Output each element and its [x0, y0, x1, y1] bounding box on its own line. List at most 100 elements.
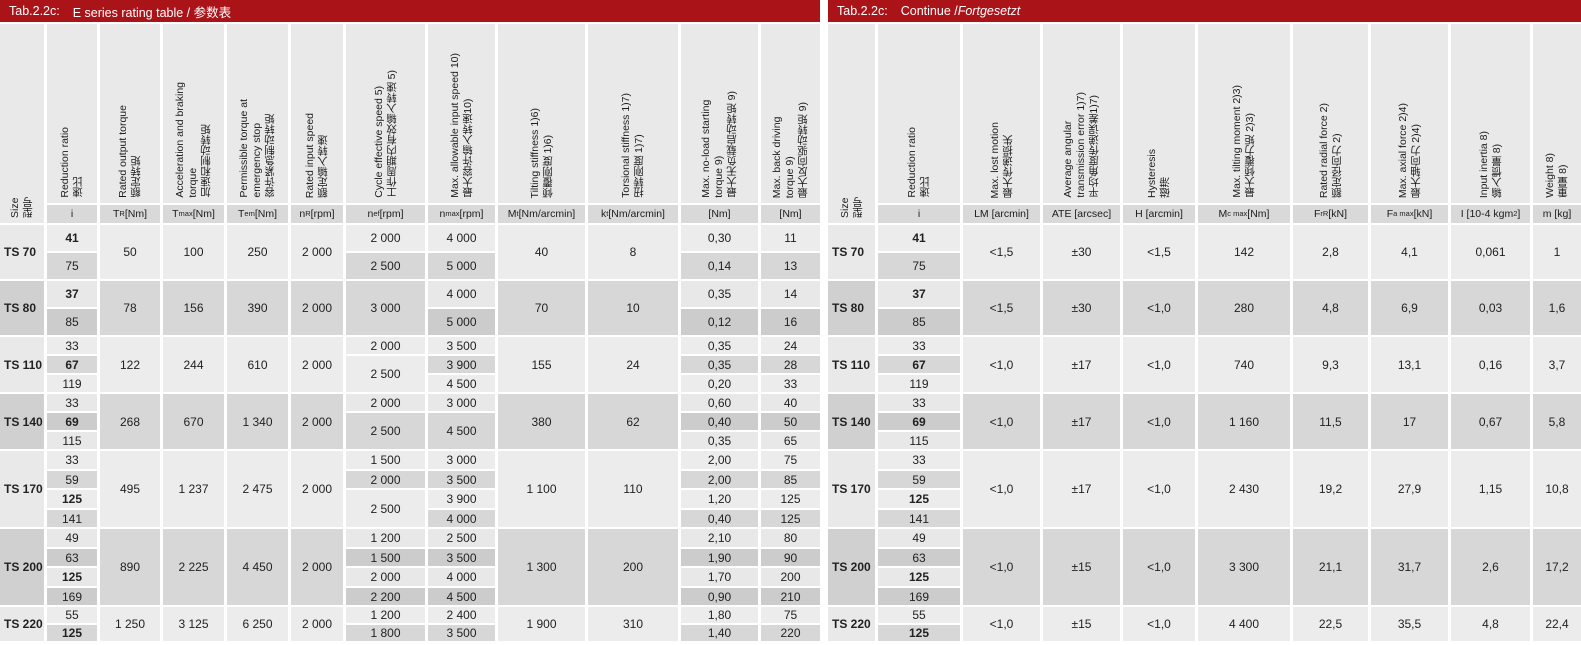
data-cell-inertia: 0,16 [1451, 337, 1530, 392]
header-label-noload: Max. no-load starting torque 9) 最大无负载启动转矩 … [700, 91, 738, 198]
size-cell: TS 140 [828, 394, 875, 449]
left-table-title-text: E series rating table / 参数表 [72, 5, 232, 20]
size-cell: TS 110 [0, 337, 44, 392]
data-cell-noload: 0,35 [681, 356, 758, 373]
data-cell-back: 210 [761, 588, 820, 605]
size-cell: TS 110 [828, 337, 875, 392]
data-cell-mcmax: 3 300 [1198, 529, 1290, 605]
column-noload: Max. no-load starting torque 9) 最大无负载启动转矩 … [681, 24, 758, 643]
data-cell-m: 3,7 [1533, 337, 1581, 392]
data-cell-i: 33 [878, 337, 960, 354]
unit-i: i [878, 205, 960, 223]
data-cell-back: 16 [761, 309, 820, 335]
column-nef: Cycle effective speed 5) 工作周期内有效输入转速 5) n e… [346, 24, 425, 643]
data-cell-m: 17,2 [1533, 529, 1581, 605]
right-table-title: Tab.2.2c: Continue / Fortgesetzt [828, 0, 1581, 22]
data-cell-back: 24 [761, 337, 820, 354]
data-cell-nr: 2 000 [291, 529, 343, 605]
header-tmax: Acceleration and braking torque 加速和制动转矩 [163, 24, 224, 203]
data-cell-nef: 1 500 [346, 451, 425, 469]
data-cell-i: 119 [47, 375, 97, 392]
data-cell-i: 33 [47, 337, 97, 354]
column-h: Hysteresis 磁滞 H [arcmin] <1,5 <1,0 <1,0 <1,0 <1… [1123, 24, 1195, 643]
data-cell-i: 69 [47, 413, 97, 430]
data-cell-tmax: 244 [163, 337, 224, 392]
data-cell-noload: 0,60 [681, 394, 758, 411]
data-cell-back: 85 [761, 471, 820, 488]
data-cell-kt: 200 [588, 529, 678, 605]
header-label-famax: Max. axial force 2)4) 最大轴向力 2)4) [1396, 102, 1422, 198]
data-cell-mt: 1 100 [498, 451, 585, 527]
data-cell-nr: 2 000 [291, 225, 343, 279]
data-cell-noload: 0,12 [681, 309, 758, 335]
unit-noload: [Nm] [681, 205, 758, 223]
data-cell-inertia: 0,03 [1451, 281, 1530, 335]
data-cell-m: 22,4 [1533, 607, 1581, 641]
data-cell-nmax: 4 500 [428, 375, 495, 392]
data-cell-back: 14 [761, 281, 820, 307]
data-cell-nef: 2 000 [346, 394, 425, 411]
data-cell-nef: 2 000 [346, 568, 425, 586]
unit-back: [Nm] [761, 205, 820, 223]
data-cell-i: 49 [878, 529, 960, 547]
data-cell-m: 1,6 [1533, 281, 1581, 335]
column-kt: Torsional stiffness 1)7) 扭转刚度 1)7) k t [Nm/… [588, 24, 678, 643]
header-label-m: Weight 8) 重量 8) [1544, 153, 1569, 198]
header-back: Max. back driving torque 9) 最大反向驱动转矩 9) [761, 24, 820, 203]
data-cell-mt: 1 900 [498, 607, 585, 641]
data-cell-noload: 0,14 [681, 253, 758, 279]
data-cell-famax: 35,5 [1371, 607, 1448, 641]
data-cell-noload: 1,40 [681, 625, 758, 641]
data-cell-lm: <1,0 [963, 337, 1040, 392]
data-cell-i: 125 [47, 490, 97, 508]
header-tr: Rated output torque 额定转矩 [100, 24, 160, 203]
left-table-title: Tab.2.2c: E series rating table / 参数表 [0, 0, 820, 22]
data-cell-mcmax: 4 400 [1198, 607, 1290, 641]
header-famax: Max. axial force 2)4) 最大轴向力 2)4) [1371, 24, 1448, 203]
data-cell-kt: 10 [588, 281, 678, 335]
left-table: Tab.2.2c: E series rating table / 参数表 Si… [0, 0, 820, 643]
data-cell-noload: 2,00 [681, 471, 758, 488]
data-cell-ate: ±30 [1043, 225, 1120, 279]
data-cell-nef: 2 000 [346, 225, 425, 251]
data-cell-i: 33 [47, 451, 97, 469]
header-mcmax: Max. tilting moment 2)3) 最大倾覆力矩 2)3) [1198, 24, 1290, 203]
right-table-title-text: Continue / [900, 4, 958, 18]
column-back: Max. back driving torque 9) 最大反向驱动转矩 9) [Nm… [761, 24, 820, 643]
data-cell-nr: 2 000 [291, 281, 343, 335]
header-inertia: Input inertia 8) 输入惯量 8) [1451, 24, 1530, 203]
data-cell-back: 11 [761, 225, 820, 251]
data-cell-h: <1,5 [1123, 225, 1195, 279]
column-inertia: Input inertia 8) 输入惯量 8) I [10-4 kgm 2] 0,06… [1451, 24, 1530, 643]
size-cell: TS 70 [828, 225, 875, 279]
data-cell-i: 115 [878, 432, 960, 449]
data-cell-tmax: 1 237 [163, 451, 224, 527]
data-cell-tem: 390 [227, 281, 288, 335]
unit-lm: LM [arcmin] [963, 205, 1040, 223]
data-cell-i: 41 [878, 225, 960, 251]
data-cell-nmax: 3 500 [428, 549, 495, 566]
header-label-inertia: Input inertia 8) 输入惯量 8) [1477, 130, 1503, 198]
data-cell-nmax: 4 500 [428, 588, 495, 605]
data-cell-lm: <1,0 [963, 529, 1040, 605]
size-cell: TS 200 [0, 529, 44, 605]
data-cell-h: <1,0 [1123, 337, 1195, 392]
data-cell-nef: 2 500 [346, 413, 425, 449]
data-cell-nmax: 3 500 [428, 625, 495, 641]
left-table-title-prefix: Tab.2.2c: [9, 4, 60, 18]
data-cell-i: 59 [878, 471, 960, 488]
data-cell-nmax: 3 000 [428, 394, 495, 411]
data-cell-inertia: 2,6 [1451, 529, 1530, 605]
data-cell-tmax: 100 [163, 225, 224, 279]
data-cell-frr: 21,1 [1293, 529, 1368, 605]
data-cell-nr: 2 000 [291, 607, 343, 641]
data-cell-nmax: 4 000 [428, 568, 495, 586]
data-cell-nef: 1 800 [346, 625, 425, 641]
data-cell-lm: <1,0 [963, 451, 1040, 527]
data-cell-i: 59 [47, 471, 97, 488]
data-cell-back: 75 [761, 451, 820, 469]
unit-inertia: I [10-4 kgm 2] [1451, 205, 1530, 223]
